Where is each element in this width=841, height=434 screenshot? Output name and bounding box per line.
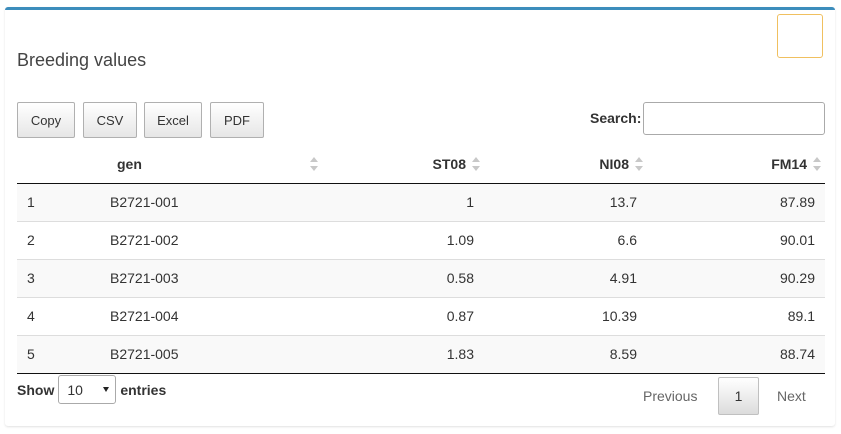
cell-ni08: 13.7 bbox=[484, 183, 647, 221]
column-header-label: FM14 bbox=[771, 155, 807, 172]
sort-icon bbox=[813, 156, 821, 171]
cell-index: 1 bbox=[17, 183, 100, 221]
sort-icon bbox=[310, 156, 318, 171]
length-control: Show 10 entries bbox=[17, 374, 166, 405]
cell-ni08: 8.59 bbox=[484, 334, 647, 374]
table-row: 4 B2721-004 0.87 10.39 89.1 bbox=[17, 296, 825, 335]
entries-select[interactable]: 10 bbox=[58, 375, 117, 404]
cell-fm14: 89.1 bbox=[647, 296, 825, 335]
column-header-ni08[interactable]: NI08 bbox=[484, 145, 647, 184]
cell-st08: 0.87 bbox=[322, 296, 484, 335]
sort-icon bbox=[472, 156, 480, 171]
copy-button[interactable]: Copy bbox=[17, 102, 75, 138]
cell-index: 3 bbox=[17, 258, 100, 297]
cell-fm14: 88.74 bbox=[647, 334, 825, 374]
cell-gen: B2721-004 bbox=[100, 296, 322, 335]
cell-gen: B2721-001 bbox=[100, 183, 322, 221]
table-row: 5 B2721-005 1.83 8.59 88.74 bbox=[17, 334, 825, 374]
breeding-values-table: gen ST08 NI08 FM14 1 B2721-001 1 13.7 87… bbox=[17, 145, 825, 374]
cell-ni08: 6.6 bbox=[484, 220, 647, 259]
cell-ni08: 10.39 bbox=[484, 296, 647, 335]
cell-fm14: 90.01 bbox=[647, 220, 825, 259]
entries-label: entries bbox=[120, 381, 167, 398]
entries-select-value: 10 bbox=[67, 381, 83, 398]
column-header-st08[interactable]: ST08 bbox=[322, 145, 484, 184]
cell-st08: 1.09 bbox=[322, 220, 484, 259]
cell-index: 5 bbox=[17, 334, 100, 374]
table-row: 2 B2721-002 1.09 6.6 90.01 bbox=[17, 220, 825, 259]
excel-button[interactable]: Excel bbox=[144, 102, 202, 138]
show-label: Show bbox=[17, 381, 55, 398]
cell-ni08: 4.91 bbox=[484, 258, 647, 297]
pdf-button[interactable]: PDF bbox=[210, 102, 264, 138]
search-label: Search: bbox=[590, 110, 642, 126]
pagination-page-1[interactable]: 1 bbox=[718, 377, 759, 415]
cell-st08: 1.83 bbox=[322, 334, 484, 374]
table-row: 3 B2721-003 0.58 4.91 90.29 bbox=[17, 258, 825, 297]
cell-fm14: 90.29 bbox=[647, 258, 825, 297]
column-header-label: ST08 bbox=[432, 155, 466, 172]
csv-button[interactable]: CSV bbox=[83, 102, 137, 138]
table-header-row: gen ST08 NI08 FM14 bbox=[17, 145, 825, 184]
cell-gen: B2721-002 bbox=[100, 220, 322, 259]
cell-st08: 1 bbox=[322, 183, 484, 221]
pagination-previous[interactable]: Previous bbox=[643, 388, 698, 404]
column-header-fm14[interactable]: FM14 bbox=[647, 145, 825, 184]
pagination-next[interactable]: Next bbox=[777, 388, 806, 404]
column-header-gen[interactable]: gen bbox=[100, 145, 322, 184]
caret-down-icon bbox=[103, 387, 110, 392]
cell-index: 2 bbox=[17, 220, 100, 259]
cell-st08: 0.58 bbox=[322, 258, 484, 297]
box-title: Breeding values bbox=[17, 50, 147, 70]
sort-icon bbox=[635, 156, 643, 171]
search-input[interactable] bbox=[643, 102, 825, 135]
column-header-index[interactable] bbox=[17, 145, 100, 184]
column-header-label: gen bbox=[117, 155, 142, 172]
cell-fm14: 87.89 bbox=[647, 183, 825, 221]
cell-gen: B2721-005 bbox=[100, 334, 322, 374]
box-tool-button[interactable] bbox=[777, 14, 823, 58]
cell-index: 4 bbox=[17, 296, 100, 335]
table-row: 1 B2721-001 1 13.7 87.89 bbox=[17, 183, 825, 221]
column-header-label: NI08 bbox=[599, 155, 629, 172]
cell-gen: B2721-003 bbox=[100, 258, 322, 297]
